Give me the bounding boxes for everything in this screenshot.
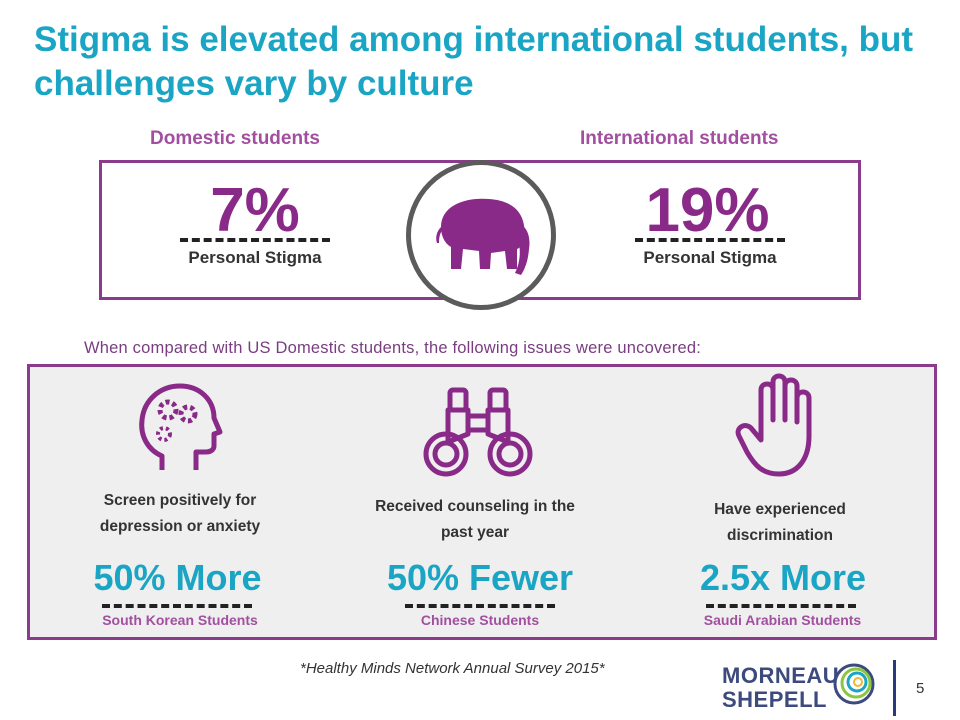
issue-2-value: 50% Fewer bbox=[386, 557, 574, 598]
issue-3-group: Saudi Arabian Students bbox=[703, 612, 862, 628]
issue-2-description: Received counseling in the past year bbox=[375, 498, 575, 541]
issue-1-dash-divider bbox=[102, 604, 252, 608]
issue-1-description: Screen positively for depression or anxi… bbox=[99, 492, 261, 535]
page-number: 5 bbox=[916, 680, 925, 697]
issues-intro: When compared with US Domestic students,… bbox=[84, 339, 702, 357]
issue-1-value: 50% More bbox=[93, 557, 262, 598]
source-footnote: *Healthy Minds Network Annual Survey 201… bbox=[300, 660, 605, 677]
domestic-dash-divider bbox=[180, 238, 330, 242]
logo-rings-icon bbox=[833, 663, 875, 705]
binoculars-icon bbox=[423, 387, 533, 477]
logo-line-1: MORNEAU bbox=[722, 663, 840, 688]
issue-3-description: Have experienced discrimination bbox=[714, 501, 846, 544]
logo-line-2: SHEPELL bbox=[722, 687, 827, 712]
elephant-badge bbox=[406, 160, 556, 310]
international-stigma-label: Personal Stigma bbox=[643, 248, 777, 267]
issue-3-dash-divider bbox=[706, 604, 856, 608]
footer-divider bbox=[893, 660, 896, 716]
international-heading: International students bbox=[580, 128, 779, 149]
international-dash-divider bbox=[635, 238, 785, 242]
head-gears-icon bbox=[139, 383, 223, 470]
slide-title: Stigma is elevated among international s… bbox=[34, 20, 914, 103]
international-stigma-value: 19% bbox=[645, 176, 770, 245]
domestic-heading: Domestic students bbox=[150, 128, 320, 149]
issue-2-dash-divider bbox=[405, 604, 555, 608]
issue-2-group: Chinese Students bbox=[420, 612, 540, 628]
elephant-icon bbox=[436, 198, 530, 275]
issue-1-group: South Korean Students bbox=[102, 612, 258, 628]
domestic-stigma-value: 7% bbox=[210, 176, 300, 245]
raised-hand-icon bbox=[735, 373, 812, 477]
domestic-stigma-label: Personal Stigma bbox=[188, 248, 322, 267]
issue-3-value: 2.5x More bbox=[699, 557, 867, 598]
